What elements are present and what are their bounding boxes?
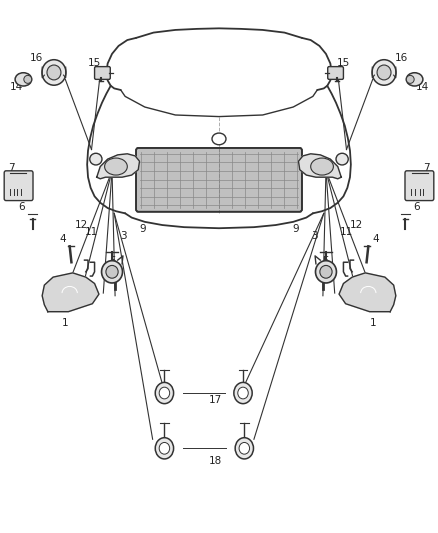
Text: 4: 4 [372, 234, 378, 244]
Ellipse shape [42, 60, 66, 85]
Ellipse shape [234, 382, 252, 403]
Text: 7: 7 [8, 163, 15, 173]
Text: 11: 11 [340, 227, 353, 237]
Text: 6: 6 [18, 202, 25, 212]
Ellipse shape [15, 72, 32, 86]
Text: 15: 15 [88, 59, 101, 68]
Ellipse shape [47, 65, 61, 80]
Text: 6: 6 [413, 202, 420, 212]
Ellipse shape [315, 261, 336, 283]
Text: 12: 12 [350, 220, 363, 230]
Text: 18: 18 [209, 456, 222, 465]
Text: 15: 15 [337, 59, 350, 68]
Text: 12: 12 [75, 220, 88, 230]
Text: 14: 14 [9, 82, 23, 92]
Text: 3: 3 [311, 231, 318, 241]
Text: 1: 1 [369, 318, 376, 328]
Ellipse shape [239, 442, 250, 454]
Polygon shape [298, 154, 341, 179]
Text: 9: 9 [292, 224, 299, 235]
Text: 5: 5 [323, 256, 329, 266]
Ellipse shape [212, 133, 226, 145]
Polygon shape [97, 154, 140, 179]
FancyBboxPatch shape [328, 67, 343, 79]
Ellipse shape [336, 154, 348, 165]
Text: 5: 5 [109, 256, 115, 266]
FancyBboxPatch shape [4, 171, 33, 200]
Ellipse shape [238, 387, 248, 399]
Ellipse shape [235, 438, 254, 459]
Ellipse shape [320, 265, 332, 278]
FancyBboxPatch shape [405, 171, 434, 200]
Ellipse shape [155, 382, 173, 403]
Ellipse shape [155, 438, 173, 459]
Text: 16: 16 [30, 53, 43, 63]
Text: 16: 16 [395, 53, 408, 63]
Ellipse shape [377, 65, 391, 80]
Text: 1: 1 [62, 318, 69, 328]
Ellipse shape [106, 265, 118, 278]
Ellipse shape [90, 154, 102, 165]
Ellipse shape [24, 75, 32, 83]
Text: 11: 11 [85, 227, 98, 237]
FancyBboxPatch shape [136, 148, 302, 212]
FancyBboxPatch shape [95, 67, 110, 79]
Ellipse shape [102, 261, 123, 283]
Text: 7: 7 [423, 163, 430, 173]
Ellipse shape [105, 158, 127, 175]
Ellipse shape [406, 72, 423, 86]
Text: 9: 9 [139, 224, 146, 235]
Ellipse shape [159, 387, 170, 399]
Ellipse shape [406, 75, 414, 83]
Text: 4: 4 [60, 234, 66, 244]
Ellipse shape [372, 60, 396, 85]
Ellipse shape [159, 442, 170, 454]
Polygon shape [339, 273, 396, 312]
Polygon shape [42, 273, 99, 312]
Text: 17: 17 [209, 395, 222, 406]
Text: 3: 3 [120, 231, 127, 241]
Ellipse shape [311, 158, 333, 175]
Text: 14: 14 [415, 82, 429, 92]
